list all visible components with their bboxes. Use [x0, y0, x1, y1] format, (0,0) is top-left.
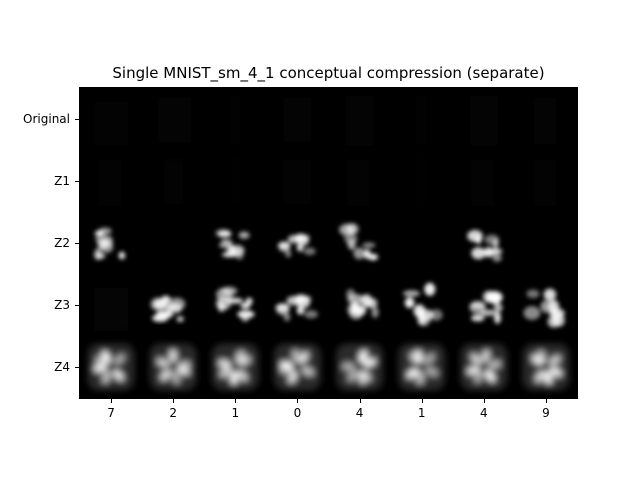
x-tick-mark [483, 398, 485, 403]
image-cell [539, 230, 552, 261]
image-cell [415, 230, 428, 261]
x-tick-mark [359, 398, 361, 403]
image-cell [231, 100, 239, 139]
image-cell [346, 289, 379, 320]
image-cell [101, 164, 119, 202]
image-cell [211, 343, 259, 391]
column-label: 4 [479, 406, 488, 420]
image-cell [523, 288, 565, 328]
image-cell [536, 102, 554, 140]
image-cell [460, 343, 508, 391]
row-label-z4: Z4 [54, 360, 70, 374]
x-tick-mark [297, 398, 299, 403]
image-cell [149, 343, 197, 391]
image-cell [215, 286, 255, 322]
image-cell [94, 227, 126, 260]
column-label: 7 [107, 406, 115, 420]
figure-title: Single MNIST_sm_4_1 conceptual compressi… [112, 64, 545, 82]
image-cell [336, 343, 383, 391]
image-cell [87, 343, 135, 391]
column-label: 1 [231, 406, 240, 420]
image-cell [97, 292, 125, 327]
image-cell [339, 223, 378, 261]
image-cell [398, 343, 446, 391]
image-cell [275, 294, 318, 322]
x-tick-mark [173, 398, 175, 403]
image-cell [469, 290, 503, 324]
column-label: 0 [293, 406, 302, 420]
image-cell [403, 282, 443, 326]
image-cell [418, 100, 426, 139]
image-cell [349, 100, 371, 141]
y-tick-mark [75, 305, 80, 306]
image-cell [277, 233, 316, 258]
image-cell [467, 230, 503, 262]
image-cell [231, 162, 239, 201]
image-cell [215, 229, 250, 260]
column-label: 4 [355, 406, 364, 420]
column-label: 1 [417, 406, 426, 420]
row-label-original: Original [23, 112, 70, 126]
x-tick-mark [545, 398, 547, 403]
column-label: 9 [542, 406, 550, 420]
y-tick-mark [75, 367, 80, 368]
column-label: 2 [169, 406, 177, 420]
y-tick-mark [75, 181, 80, 182]
image-cell [474, 164, 492, 202]
y-tick-mark [75, 119, 80, 120]
row-label-z2: Z2 [54, 236, 70, 250]
image-cell [97, 106, 125, 141]
row-label-z3: Z3 [54, 298, 70, 312]
x-tick-mark [235, 398, 237, 403]
image-cell [166, 230, 179, 261]
x-tick-mark [111, 398, 113, 403]
row-label-z1: Z1 [54, 174, 70, 188]
image-cell [350, 164, 368, 202]
image-cell [418, 162, 426, 201]
image-cell [522, 343, 570, 391]
image-cell [150, 295, 186, 323]
image-cell [161, 102, 188, 139]
image-cell [166, 162, 181, 199]
x-tick-mark [421, 398, 423, 403]
digit-reconstruction-images [80, 88, 577, 398]
reconstruction-image-grid [79, 87, 578, 399]
image-cell [274, 343, 321, 391]
image-cell [286, 164, 309, 200]
image-cell [473, 100, 495, 141]
y-tick-mark [75, 243, 80, 244]
image-cell [286, 102, 309, 138]
image-cell [536, 164, 554, 202]
